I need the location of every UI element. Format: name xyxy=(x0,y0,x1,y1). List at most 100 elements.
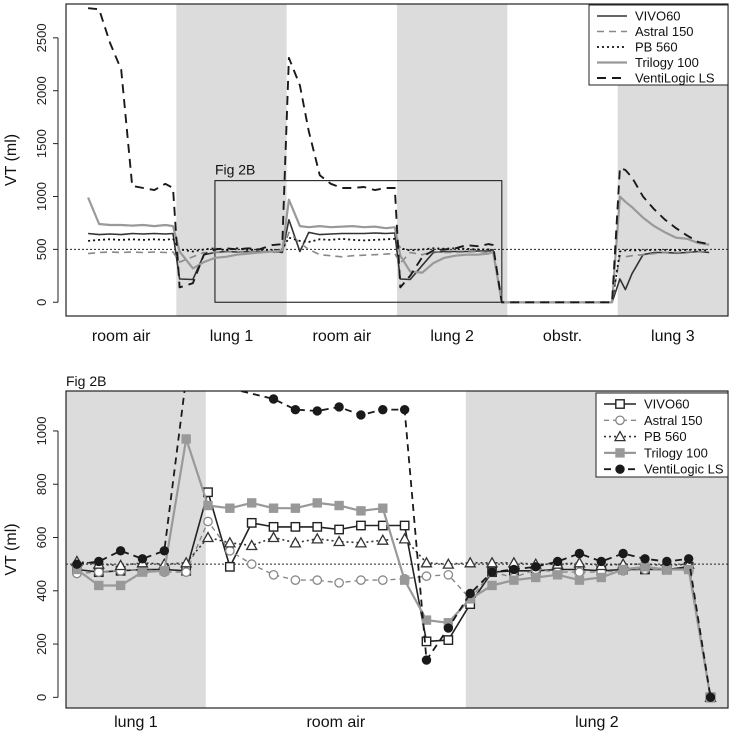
point-trilogy-100-1 xyxy=(94,580,104,591)
point-trilogy-100-24 xyxy=(596,572,606,583)
point-ventilogic-ls-22 xyxy=(618,548,628,559)
region-label-room-air: room air xyxy=(312,328,371,345)
legend-label-astral-150: Astral 150 xyxy=(635,24,694,39)
point-pb-560-9 xyxy=(267,531,280,543)
point-ventilogic-ls-12 xyxy=(399,404,410,415)
point-ventilogic-ls-23 xyxy=(640,554,650,564)
point-pb-560-17 xyxy=(442,557,455,569)
y-tick-label-400: 400 xyxy=(34,580,49,602)
point-vivo60-11 xyxy=(312,521,323,532)
y-axis-title: VT (ml) xyxy=(3,523,20,575)
legend-label-ventilogic-ls: VentiLogic LS xyxy=(644,462,724,477)
point-pb-560-12 xyxy=(332,535,346,547)
point-trilogy-100-5 xyxy=(181,434,191,444)
point-vivo60-7 xyxy=(224,561,235,572)
point-pb-560-10 xyxy=(289,536,302,548)
point-vivo60-16 xyxy=(421,636,432,647)
y-tick-label-600: 600 xyxy=(34,527,49,549)
point-ventilogic-ls-0 xyxy=(72,559,82,569)
point-astral-150-11 xyxy=(312,575,323,585)
point-pb-560-19 xyxy=(485,556,499,568)
point-ventilogic-ls-2 xyxy=(115,546,126,556)
point-trilogy-100-8 xyxy=(247,498,257,508)
point-ventilogic-ls-8 xyxy=(312,406,322,416)
shaded-region-lung-1 xyxy=(176,4,287,316)
point-astral-150-7 xyxy=(225,545,235,556)
point-trilogy-100-3 xyxy=(137,567,148,577)
zoom-label: Fig 2B xyxy=(215,162,255,178)
x-region-labels: lung 1 room air lung 2 xyxy=(114,714,619,731)
point-trilogy-100-26 xyxy=(640,562,650,572)
point-vivo60-9 xyxy=(268,521,279,532)
y-axis-title: VT (ml) xyxy=(3,134,20,186)
point-trilogy-100-10 xyxy=(290,503,301,513)
point-trilogy-100-28 xyxy=(683,564,694,575)
region-label-lung-3: lung 3 xyxy=(651,328,695,345)
series-line-ventilogic-ls xyxy=(88,7,710,304)
point-trilogy-100-9 xyxy=(268,503,279,513)
point-trilogy-100-21 xyxy=(531,572,541,583)
point-ventilogic-ls-14 xyxy=(443,623,454,633)
point-astral-150-13 xyxy=(356,575,366,585)
legend-label-pb-560: PB 560 xyxy=(635,40,678,55)
chart-panel-b: Fig 2B 0 200 400 600 800 1000 VT (ml) lung 1 r… xyxy=(3,373,729,731)
legend-marker-astral-150 xyxy=(615,415,625,426)
point-ventilogic-ls-25 xyxy=(683,554,694,564)
series-lines xyxy=(87,7,710,304)
point-astral-150-10 xyxy=(290,575,301,585)
point-pb-560-8 xyxy=(245,539,258,551)
region-label-obstr: obstr. xyxy=(543,328,582,345)
point-ventilogic-ls-4 xyxy=(159,546,170,556)
series-line-astral-150 xyxy=(76,520,712,698)
point-trilogy-100-23 xyxy=(574,575,585,585)
point-vivo60-13 xyxy=(356,520,366,531)
zoom-box: Fig 2B xyxy=(214,162,503,303)
point-trilogy-100-19 xyxy=(487,580,497,591)
y-tick-label-0: 0 xyxy=(34,694,49,701)
region-label-lung-2: lung 2 xyxy=(575,714,619,731)
point-pb-560-5 xyxy=(180,556,193,568)
legend-label-vivo60: VIVO60 xyxy=(644,397,690,412)
zoom-rectangle xyxy=(214,180,503,303)
point-astral-150-17 xyxy=(443,569,454,580)
point-ventilogic-ls-16 xyxy=(487,567,497,577)
y-tick-label-2500: 2500 xyxy=(34,23,49,52)
point-trilogy-100-13 xyxy=(356,506,366,516)
point-trilogy-100-25 xyxy=(618,564,628,575)
region-label-lung-1: lung 1 xyxy=(210,328,254,345)
point-astral-150-5 xyxy=(181,567,192,577)
point-ventilogic-ls-1 xyxy=(94,556,104,567)
legend-label-ventilogic-ls: VentiLogic LS xyxy=(635,71,715,86)
point-pb-560-2 xyxy=(114,559,127,571)
shaded-region-lung-1 xyxy=(66,391,206,708)
point-pb-560-6 xyxy=(201,531,215,543)
plot-frame xyxy=(65,390,729,709)
point-pb-560-13 xyxy=(354,536,368,548)
point-astral-150-16 xyxy=(421,571,432,581)
point-pb-560-7 xyxy=(223,536,236,548)
point-astral-150-9 xyxy=(268,569,279,580)
point-trilogy-100-22 xyxy=(552,570,563,580)
point-pb-560-14 xyxy=(376,533,389,545)
shaded-region-lung-2 xyxy=(397,4,508,316)
point-astral-150-6 xyxy=(203,516,213,527)
point-ventilogic-ls-3 xyxy=(137,554,148,564)
y-tick-label-200: 200 xyxy=(34,633,49,655)
point-trilogy-100-27 xyxy=(662,564,672,575)
point-astral-150-8 xyxy=(246,559,257,570)
point-ventilogic-ls-19 xyxy=(552,556,563,567)
y-tick-label-500: 500 xyxy=(34,239,49,261)
legend-marker-trilogy-100 xyxy=(615,448,625,458)
y-axis: 0 200 400 600 800 1000 xyxy=(34,416,59,701)
point-trilogy-100-15 xyxy=(399,575,410,585)
region-label-lung-1: lung 1 xyxy=(114,714,158,731)
point-trilogy-100-7 xyxy=(225,503,235,513)
point-ventilogic-ls-7 xyxy=(290,404,301,415)
legend-marker-ventilogic-ls xyxy=(615,464,625,474)
legend-marker-vivo60 xyxy=(615,399,625,409)
legend-label-vivo60: VIVO60 xyxy=(635,9,681,24)
y-tick-label-1000: 1000 xyxy=(34,416,49,445)
